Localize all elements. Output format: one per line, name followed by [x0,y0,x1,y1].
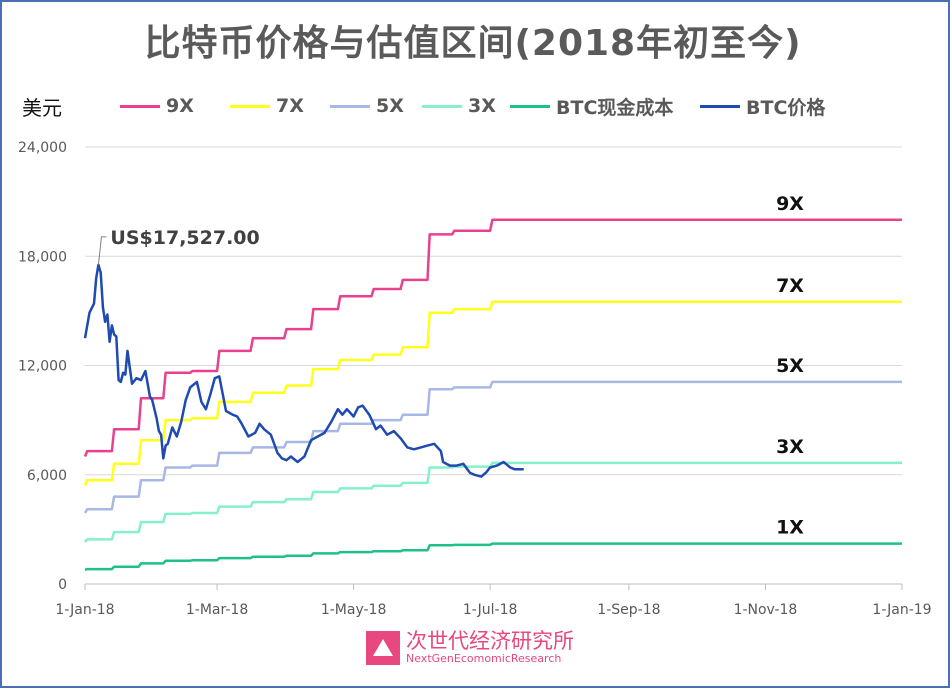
triangle-logo-icon [366,630,400,665]
legend-item: 9X [120,92,194,120]
series-line [83,218,902,457]
x-tick-label: 1-Mar-18 [186,602,248,618]
legend-label: 9X [166,95,194,117]
legend-swatch [510,104,550,108]
series-end-label: 1X [776,517,804,539]
series-end-label: 7X [776,275,804,297]
x-tick-label: 1-Sep-18 [597,602,660,618]
series-end-label: 5X [776,355,804,377]
annotation-label: US$17,527.00 [110,227,259,249]
legend-label: 3X [468,95,496,117]
series-end-label: 9X [776,193,804,215]
legend-swatch [330,104,370,108]
y-tick-label: 0 [58,577,67,593]
legend-swatch [422,104,462,108]
annotation-leader-line [97,236,107,265]
legend-item: 7X [230,92,304,120]
legend-swatch [700,104,740,108]
x-tick-label: 1-Jan-19 [872,602,931,618]
y-tick-label: 24,000 [18,140,67,156]
legend-item: BTC现金成本 [510,92,673,120]
watermark-name-cn: 次世代经济研究所 [406,629,574,653]
chart-legend: 9X 7X 5X 3X BTC现金成本 BTC价格 [0,92,946,120]
legend-label: 5X [376,95,404,117]
y-tick-label: 12,000 [18,359,67,375]
y-tick-label: 18,000 [18,249,67,265]
series-line [84,461,902,543]
legend-item: 3X [422,92,496,120]
series-line [83,380,902,514]
y-axis-unit-label: 美元 [22,96,62,120]
legend-item: 5X [330,92,404,120]
y-tick-label: 6,000 [27,468,67,484]
watermark: 次世代经济研究所 NextGenEcomomicResearch [366,630,574,665]
legend-item: BTC价格 [700,92,825,120]
chart-title: 比特币价格与估值区间(2018年初至今) [144,23,802,64]
series-line [84,542,902,571]
legend-label: BTC价格 [746,96,826,119]
series-end-label: 3X [776,436,804,458]
legend-label: BTC现金成本 [556,96,674,119]
series-line [83,300,902,487]
legend-label: 7X [276,95,304,117]
series-line [83,263,524,478]
watermark-name-en: NextGenEcomomicResearch [406,652,562,665]
x-tick-label: 1-Jan-18 [55,602,114,618]
x-tick-label: 1-May-18 [321,602,387,618]
x-tick-label: 1-Nov-18 [734,602,798,618]
x-tick-label: 1-Jul-18 [463,602,518,618]
legend-swatch [120,104,160,108]
legend-swatch [230,104,270,108]
